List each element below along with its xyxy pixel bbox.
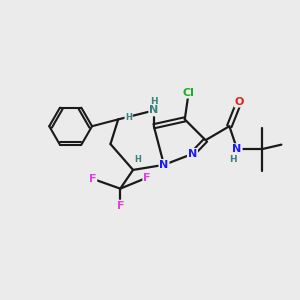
Text: F: F [89, 174, 96, 184]
Text: H: H [229, 155, 236, 164]
Text: N: N [159, 160, 169, 170]
Text: F: F [143, 172, 151, 183]
Text: N: N [232, 144, 242, 154]
Text: N: N [149, 106, 158, 116]
Text: O: O [235, 97, 244, 106]
Text: F: F [116, 201, 124, 211]
Text: H: H [150, 97, 158, 106]
Text: N: N [188, 149, 197, 159]
Text: H: H [134, 155, 141, 164]
Text: Cl: Cl [183, 88, 195, 98]
Text: H: H [125, 113, 132, 122]
